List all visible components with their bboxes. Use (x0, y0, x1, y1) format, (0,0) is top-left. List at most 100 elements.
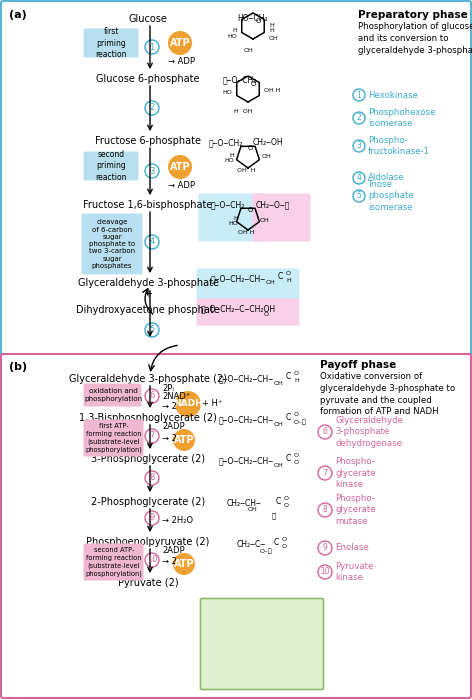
Text: 5: 5 (149, 326, 155, 335)
Text: 2Pᵢ: 2Pᵢ (162, 384, 174, 393)
Text: second ATP-
forming reaction
(substrate-level
phosphorylation): second ATP- forming reaction (substrate-… (85, 547, 143, 577)
Circle shape (175, 391, 201, 417)
Text: Ⓟ‒O‒CH₂: Ⓟ‒O‒CH₂ (223, 75, 257, 84)
FancyBboxPatch shape (253, 193, 311, 242)
FancyBboxPatch shape (196, 298, 300, 326)
Text: Glyceraldehyde
3-phosphate
dehydrogenase: Glyceraldehyde 3-phosphate dehydrogenase (335, 416, 403, 447)
Text: O: O (294, 453, 299, 458)
Text: CH₂‒C‒: CH₂‒C‒ (236, 540, 266, 549)
Circle shape (168, 31, 192, 55)
Text: O: O (284, 496, 289, 501)
Circle shape (173, 553, 195, 575)
Text: → 2: → 2 (162, 402, 177, 411)
Text: C: C (278, 272, 283, 281)
Text: Oxidative conversion of
glyceraldehyde 3-phosphate to
pyruvate and the coupled
f: Oxidative conversion of glyceraldehyde 3… (320, 372, 455, 416)
Text: H
HO: H HO (228, 216, 238, 226)
Text: H: H (232, 27, 237, 32)
Text: Fructose 1,6-bisphosphate: Fructose 1,6-bisphosphate (84, 200, 213, 210)
Text: NADH: NADH (173, 400, 203, 409)
Text: Phospho-
glycerate
mutase: Phospho- glycerate mutase (335, 494, 376, 526)
Text: 6: 6 (322, 428, 328, 437)
Text: OH  H: OH H (237, 168, 255, 173)
FancyBboxPatch shape (84, 419, 143, 456)
Text: Glyceraldehyde 3-phosphate: Glyceraldehyde 3-phosphate (77, 278, 219, 288)
Text: 1: 1 (357, 90, 362, 99)
Text: first
priming
reaction: first priming reaction (95, 27, 127, 59)
FancyBboxPatch shape (84, 543, 143, 580)
Text: O: O (286, 271, 291, 276)
Text: 7: 7 (322, 468, 328, 477)
Text: Glyceraldehyde 3-phosphate (2): Glyceraldehyde 3-phosphate (2) (69, 374, 227, 384)
Text: 8: 8 (149, 473, 155, 482)
Text: C: C (286, 372, 291, 381)
Text: OH H: OH H (238, 230, 254, 235)
Text: cleavage
of 6-carbon
sugar
phosphate to
two 3-carbon
sugar
phosphates: cleavage of 6-carbon sugar phosphate to … (89, 219, 135, 269)
Text: → ADP: → ADP (168, 181, 195, 190)
FancyBboxPatch shape (1, 1, 471, 355)
Text: ATP: ATP (174, 559, 194, 569)
Text: OH: OH (265, 280, 275, 285)
Text: 3: 3 (149, 167, 155, 176)
Text: OH: OH (273, 463, 283, 468)
Text: C: C (273, 538, 278, 547)
Text: Ⓟ‒O‒CH₂‒CH‒: Ⓟ‒O‒CH₂‒CH‒ (211, 274, 266, 283)
Text: ATP: ATP (170, 38, 190, 48)
Text: 1: 1 (149, 43, 155, 52)
Text: 9: 9 (149, 514, 155, 522)
FancyBboxPatch shape (82, 214, 143, 274)
Text: Ⓟ‒O‒CH₂: Ⓟ‒O‒CH₂ (209, 138, 243, 147)
Text: O: O (294, 371, 299, 376)
Text: first ATP-
forming reaction
(substrate-level
phosphorylation): first ATP- forming reaction (substrate-l… (85, 424, 143, 453)
Text: O‒Ⓟ: O‒Ⓟ (294, 419, 307, 425)
Text: ATP: ATP (170, 162, 190, 172)
Text: HO: HO (227, 34, 237, 38)
Text: Phosphoenolpyruvate (2): Phosphoenolpyruvate (2) (86, 537, 210, 547)
Text: → ADP: → ADP (168, 57, 195, 66)
Text: C: C (286, 454, 291, 463)
Text: O: O (282, 537, 287, 542)
Text: O: O (294, 412, 299, 417)
Text: O: O (294, 460, 299, 465)
Text: 8: 8 (323, 505, 328, 514)
FancyBboxPatch shape (201, 598, 323, 690)
Text: OH H: OH H (264, 88, 280, 94)
Text: H
HO: H HO (224, 153, 234, 163)
Text: O: O (255, 18, 261, 24)
Text: +: + (144, 289, 152, 299)
Text: → 2: → 2 (162, 434, 177, 443)
Text: 4: 4 (356, 174, 362, 183)
Text: 5: 5 (356, 192, 362, 200)
FancyBboxPatch shape (199, 193, 267, 242)
Text: 6: 6 (149, 391, 155, 400)
FancyBboxPatch shape (196, 269, 300, 300)
FancyBboxPatch shape (84, 384, 142, 407)
Text: Ⓟ‒O‒CH₂: Ⓟ‒O‒CH₂ (211, 200, 245, 209)
Text: O: O (250, 81, 256, 87)
Text: HO: HO (222, 90, 232, 95)
Circle shape (168, 155, 192, 179)
Text: Dihydroxyacetone phosphate: Dihydroxyacetone phosphate (76, 305, 220, 315)
Text: CH₂‒CH‒: CH₂‒CH‒ (227, 499, 261, 508)
Text: OH: OH (273, 381, 283, 386)
Text: second
priming
reaction: second priming reaction (95, 150, 127, 181)
Text: ATP: ATP (174, 435, 194, 445)
Text: C: C (275, 497, 281, 506)
Text: 2: 2 (149, 104, 155, 113)
Text: CH₂‒OH: CH₂‒OH (253, 138, 283, 147)
Text: O: O (247, 145, 253, 151)
Text: (a): (a) (9, 10, 27, 20)
Text: Phosphohexose
isomerase: Phosphohexose isomerase (368, 108, 435, 128)
Text: Enolase: Enolase (335, 543, 369, 552)
Text: C: C (286, 413, 291, 422)
Text: 2: 2 (357, 113, 362, 122)
Text: 2NAD⁺: 2NAD⁺ (162, 392, 190, 401)
Text: CH₂‒O‒Ⓟ: CH₂‒O‒Ⓟ (256, 200, 290, 209)
Text: → 2: → 2 (162, 557, 177, 566)
Text: HO‒CH₂: HO‒CH₂ (238, 14, 268, 23)
Text: O: O (284, 503, 289, 508)
Text: 3-Phosphoglycerate (2): 3-Phosphoglycerate (2) (91, 454, 205, 464)
Text: 7: 7 (149, 431, 155, 440)
Text: H
H: H H (269, 22, 274, 34)
Text: 10: 10 (147, 556, 157, 564)
Text: Phospho-
fructokinase-1: Phospho- fructokinase-1 (368, 136, 430, 156)
